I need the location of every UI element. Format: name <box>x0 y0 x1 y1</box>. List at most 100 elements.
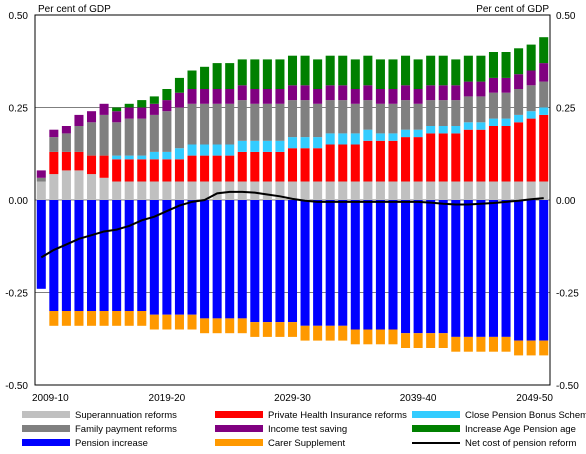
bar-segment <box>225 144 235 156</box>
bar-segment <box>275 103 285 141</box>
bars <box>36 37 549 356</box>
bar-segment <box>350 144 360 182</box>
bar-segment <box>350 103 360 134</box>
bar-segment <box>388 89 398 104</box>
bar-segment <box>275 181 285 200</box>
bar-segment <box>463 55 473 82</box>
bar-segment <box>162 151 172 160</box>
x-tick-label: 2029-30 <box>274 393 311 404</box>
legend-swatch <box>412 411 460 418</box>
legend-label: Income test saving <box>268 424 347 435</box>
bar-segment <box>463 200 473 337</box>
bar-segment <box>149 159 159 182</box>
bar-segment <box>174 107 184 149</box>
bar-segment <box>174 200 184 315</box>
bar-segment <box>149 200 159 315</box>
y-tick-label-left: 0.50 <box>9 11 29 22</box>
bar-segment <box>137 100 147 108</box>
legend-swatch <box>215 439 263 446</box>
bar-segment <box>375 133 385 141</box>
bar-segment <box>174 159 184 182</box>
bar-segment <box>200 66 210 89</box>
bar-segment <box>375 329 385 345</box>
y-tick-label-right: 0.00 <box>556 196 576 207</box>
bar-segment <box>124 155 134 160</box>
bar-segment <box>501 200 511 337</box>
bar-segment <box>187 70 197 89</box>
legend-label: Net cost of pension reform <box>465 438 576 449</box>
bar-segment <box>338 100 348 134</box>
bar-segment <box>187 144 197 156</box>
bar-segment <box>287 100 298 138</box>
bar-segment <box>300 325 310 341</box>
bar-segment <box>501 118 511 126</box>
bar-segment <box>463 129 473 182</box>
bar-segment <box>237 181 247 200</box>
bar-segment <box>388 329 398 345</box>
bar-segment <box>49 311 59 326</box>
bar-segment <box>61 126 71 134</box>
x-tick-label: 2049-50 <box>516 393 553 404</box>
bar-segment <box>313 89 323 104</box>
bar-segment <box>74 311 84 326</box>
bar-segment <box>174 148 184 160</box>
bar-segment <box>539 81 549 108</box>
bar-segment <box>413 59 423 89</box>
bar-segment <box>526 118 536 182</box>
bar-segment <box>325 325 335 341</box>
legend-swatch <box>22 439 70 446</box>
bar-segment <box>275 140 285 152</box>
bar-segment <box>375 89 385 104</box>
bar-segment <box>539 63 549 82</box>
bar-segment <box>61 133 71 152</box>
bar-segment <box>375 59 385 89</box>
bar-segment <box>401 55 411 86</box>
y-tick-label-left: 0.25 <box>9 104 29 115</box>
bar-segment <box>87 200 97 311</box>
bar-segment <box>87 174 97 200</box>
bar-segment <box>187 181 197 200</box>
bar-segment <box>526 70 536 86</box>
bar-segment <box>313 148 323 182</box>
bar-segment <box>112 311 122 326</box>
bar-segment <box>514 114 524 123</box>
bar-segment <box>451 59 461 86</box>
bar-segment <box>463 81 473 97</box>
bar-segment <box>438 100 448 126</box>
bar-segment <box>124 200 134 311</box>
bar-segment <box>124 118 134 156</box>
bar-segment <box>451 133 461 182</box>
bar-segment <box>426 100 436 126</box>
bar-segment <box>287 181 298 200</box>
bar-segment <box>99 200 109 311</box>
bar-segment <box>313 200 323 326</box>
bar-segment <box>212 318 222 334</box>
bar-segment <box>426 181 436 200</box>
bar-segment <box>350 181 360 200</box>
bar-segment <box>401 100 411 130</box>
bar-segment <box>99 311 109 326</box>
bar-segment <box>426 55 436 86</box>
bar-segment <box>488 77 498 93</box>
bar-segment <box>61 200 71 311</box>
bar-segment <box>501 126 511 182</box>
bar-segment <box>212 181 222 200</box>
bar-segment <box>313 59 323 89</box>
bar-segment <box>162 89 172 101</box>
bar-segment <box>275 89 285 104</box>
bar-segment <box>325 200 335 326</box>
bar-segment <box>514 48 524 75</box>
bar-segment <box>74 126 84 152</box>
bar-segment <box>350 200 360 330</box>
bar-segment <box>237 151 247 182</box>
bar-segment <box>87 155 97 175</box>
bar-segment <box>162 181 172 200</box>
bar-segment <box>187 103 197 145</box>
bar-segment <box>401 181 411 200</box>
bar-segment <box>488 118 498 126</box>
bar-segment <box>300 200 310 326</box>
y-tick-label-right: -0.25 <box>556 289 579 300</box>
bar-segment <box>225 318 235 334</box>
bar-segment <box>338 181 348 200</box>
bar-segment <box>187 89 197 104</box>
